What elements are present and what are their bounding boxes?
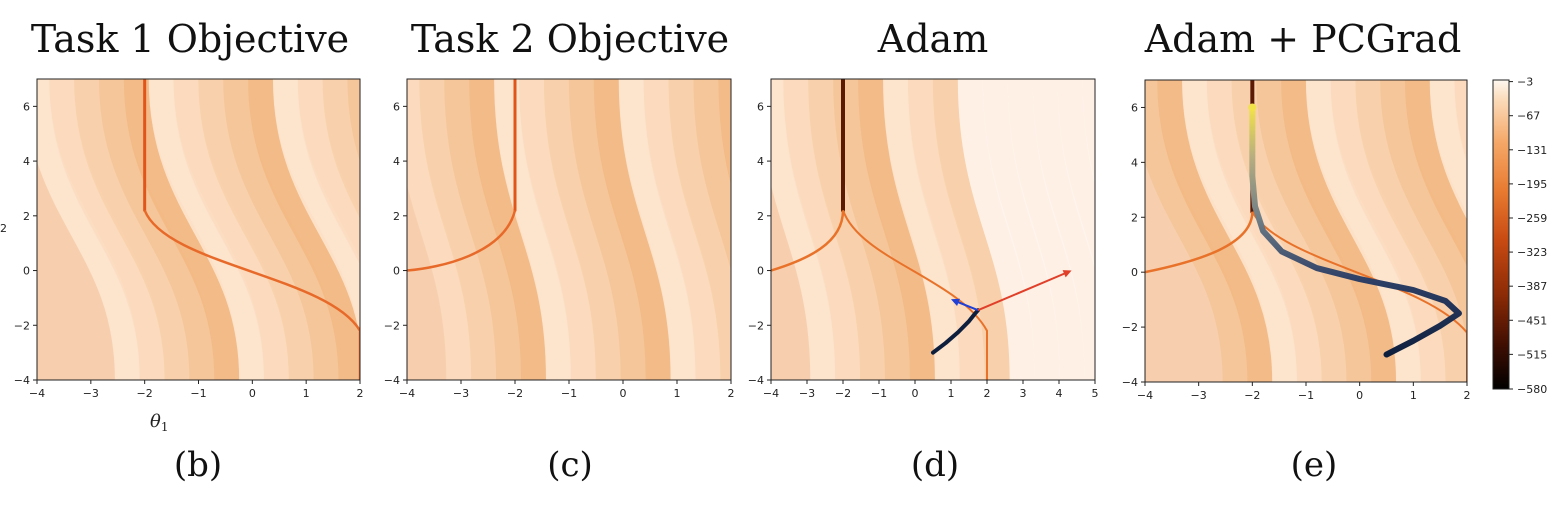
- panel-c-plot: −4 −3 −2 −1 0 1 2 −4 −2 0 2 4 6: [384, 78, 735, 400]
- y-tick-label: 4: [1131, 156, 1138, 169]
- x-tick-label: 0: [1356, 389, 1363, 402]
- panel-d-label: (d): [911, 445, 959, 485]
- y-tick-label: −4: [384, 374, 400, 387]
- valley-line-left: [771, 210, 845, 272]
- y-tick-label: −4: [1122, 376, 1138, 389]
- y-tick-label: 6: [393, 100, 400, 113]
- y-tick-label: −4: [748, 374, 764, 387]
- y-tick-label: 6: [1131, 101, 1138, 114]
- x-tick-label: 1: [674, 387, 681, 400]
- x-tick-label: 2: [357, 387, 364, 400]
- x-tick-label: 4: [1056, 387, 1063, 400]
- colorbar-tick-label: −580: [1517, 383, 1547, 396]
- x-tick-label: −3: [83, 387, 99, 400]
- x-tick-label: 2: [728, 387, 735, 400]
- x-tick-label: −3: [799, 387, 815, 400]
- colorbar-tick-label: −195: [1517, 178, 1547, 191]
- x-tick-label: 0: [620, 387, 627, 400]
- trajectory-endpoint: [1248, 103, 1257, 112]
- plot-frame: [770, 78, 1096, 381]
- colorbar-tick-label: −131: [1517, 144, 1547, 157]
- x-tick-label: 5: [1092, 387, 1099, 400]
- x-tick-label: −2: [1244, 389, 1260, 402]
- x-tick-label: −1: [1298, 389, 1314, 402]
- colorbar-ticks: −3 −67 −131 −195 −259 −323 −387 −451 −515 −580: [1509, 76, 1547, 396]
- x-tick-label: 0: [912, 387, 919, 400]
- y-tick-label: −4: [14, 374, 30, 387]
- valley-line-left: [1145, 211, 1254, 274]
- y-tick-label: 4: [23, 155, 30, 168]
- x-tick-label: −1: [190, 387, 206, 400]
- panel-e-plot: −4 −3 −2 −1 0 1 2 −4 −2 0 2 4 6: [1122, 79, 1471, 402]
- x-tick-label: −1: [871, 387, 887, 400]
- x-tick-label: 2: [1464, 389, 1471, 402]
- panel-d-title: Adam: [877, 17, 988, 61]
- colorbar-gradient: [1492, 79, 1510, 390]
- y-tick-label: 0: [757, 265, 764, 278]
- x-tick-label: −3: [1191, 389, 1207, 402]
- y-tick-label: 6: [23, 100, 30, 113]
- panel-b-plot: −4 −3 −2 −1 0 1 2 −4 −2 0 2 4 6: [14, 78, 364, 400]
- colorbar-tick-label: −259: [1517, 212, 1547, 225]
- colorbar-tick-label: −67: [1517, 110, 1540, 123]
- optimizer-trajectory: [1249, 104, 1462, 358]
- valley-line-diagonal: [143, 209, 360, 380]
- x-tick-label: −4: [1137, 389, 1153, 402]
- valley-line-diagonal: [1251, 211, 1467, 382]
- x-tick-label: 1: [1410, 389, 1417, 402]
- y-tick-label: 6: [757, 100, 764, 113]
- x-tick-label: −3: [453, 387, 469, 400]
- arrow-head: [1062, 270, 1072, 278]
- x-tick-label: 1: [948, 387, 955, 400]
- y-tick-label: 0: [1131, 266, 1138, 279]
- x-tick-label: −4: [29, 387, 45, 400]
- panel-c-title: Task 2 Objective: [411, 17, 729, 61]
- y-tick-label: −2: [1122, 321, 1138, 334]
- panel-b-label: (b): [174, 445, 222, 485]
- x-tick-label: −2: [507, 387, 523, 400]
- panel-b-xlabel: θ1: [150, 411, 168, 434]
- valley-line-left: [407, 210, 517, 272]
- valley-line-diagonal: [842, 210, 988, 380]
- gradient-arrow-red: [977, 271, 1067, 312]
- colorbar-tick-label: −515: [1517, 348, 1547, 361]
- y-tick-label: −2: [384, 319, 400, 332]
- panel-d-plot: −4 −3 −2 −1 0 1 2 3 4 5 −4 −2 0 2 4 6: [748, 78, 1099, 400]
- y-tick-label: 4: [757, 155, 764, 168]
- y-tick-label: 2: [23, 210, 30, 223]
- panel-b-title: Task 1 Objective: [31, 17, 349, 61]
- panel-c-label: (c): [547, 445, 593, 485]
- x-tick-label: 3: [1020, 387, 1027, 400]
- colorbar-tick-label: −387: [1517, 280, 1547, 293]
- colorbar: −3 −67 −131 −195 −259 −323 −387 −451 −515 −580: [1492, 76, 1547, 396]
- y-tick-label: 2: [393, 210, 400, 223]
- y-tick-label: 2: [1131, 211, 1138, 224]
- panel-e-label: (e): [1291, 445, 1338, 485]
- x-tick-label: −4: [399, 387, 415, 400]
- y-tick-label: −2: [14, 319, 30, 332]
- x-tick-label: 0: [249, 387, 256, 400]
- y-tick-label: 0: [393, 265, 400, 278]
- x-tick-label: −4: [763, 387, 779, 400]
- x-tick-label: −2: [137, 387, 153, 400]
- optimizer-trajectory: [931, 308, 980, 355]
- y-tick-label: 2: [757, 210, 764, 223]
- colorbar-tick-label: −3: [1517, 76, 1533, 89]
- colorbar-tick-label: −323: [1517, 246, 1547, 259]
- arrow-head: [951, 298, 960, 306]
- panel-b-ylabel-fragment: 2: [0, 222, 7, 235]
- x-tick-label: 1: [303, 387, 310, 400]
- panel-e-title: Adam + PCGrad: [1144, 17, 1462, 61]
- y-tick-label: 0: [23, 265, 30, 278]
- y-tick-label: 4: [393, 155, 400, 168]
- colorbar-tick-label: −451: [1517, 314, 1547, 327]
- x-tick-label: −1: [561, 387, 577, 400]
- x-tick-label: 2: [984, 387, 991, 400]
- y-tick-label: −2: [748, 319, 764, 332]
- x-tick-label: −2: [835, 387, 851, 400]
- gradient-arrow-blue: [956, 300, 979, 312]
